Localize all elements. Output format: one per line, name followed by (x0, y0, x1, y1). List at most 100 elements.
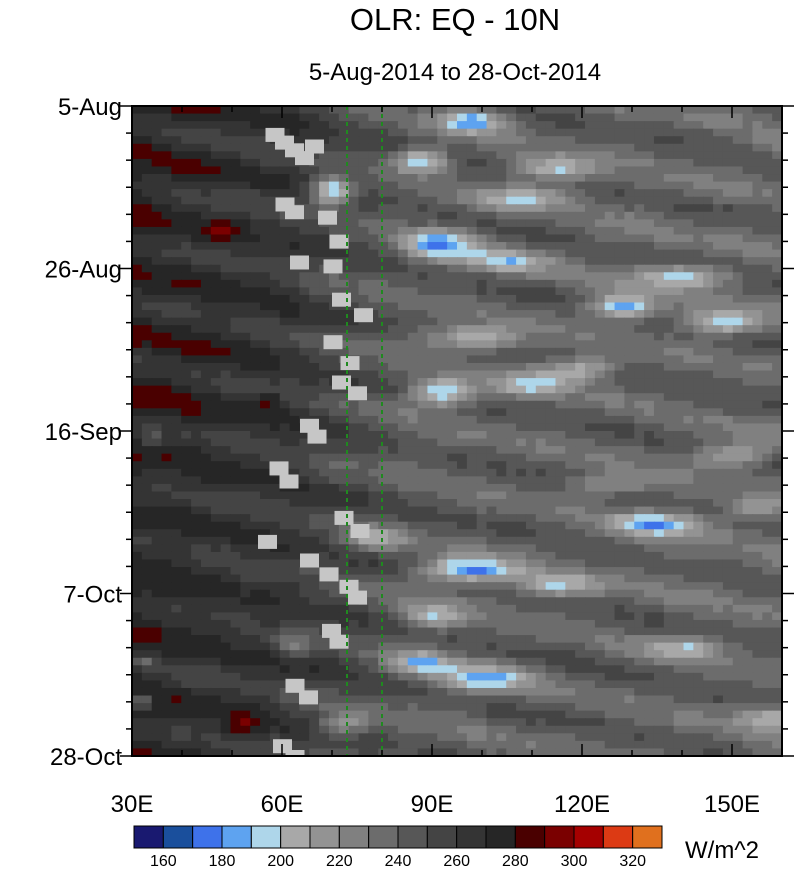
olr-cell (516, 514, 527, 523)
olr-cell (358, 151, 369, 160)
olr-cell (604, 627, 616, 636)
olr-cell (604, 468, 616, 477)
olr-cell (220, 468, 232, 477)
olr-cell (752, 189, 763, 198)
olr-cell (545, 325, 557, 334)
olr-cell (565, 189, 576, 198)
olr-cell (663, 423, 675, 432)
olr-cell (722, 362, 734, 372)
olr-cell (220, 174, 232, 183)
olr-cell (309, 468, 320, 477)
olr-cell (673, 340, 685, 349)
olr-cell (634, 196, 645, 205)
olr-cell (269, 189, 281, 198)
olr-cell (585, 635, 596, 644)
olr-cell (250, 544, 261, 553)
olr-cell (437, 151, 448, 160)
olr-cell (368, 483, 379, 493)
olr-cell (653, 249, 665, 258)
olr-cell (506, 415, 517, 425)
olr-cell (250, 287, 261, 296)
olr-cell (516, 589, 527, 598)
olr-cell (575, 400, 586, 409)
olr-cell (171, 106, 182, 115)
olr-cell (230, 529, 241, 538)
olr-cell (506, 514, 517, 523)
olr-cell (358, 423, 369, 432)
olr-cell (191, 589, 202, 598)
olr-cell (407, 362, 419, 372)
olr-cell (703, 347, 714, 357)
olr-cell (230, 567, 241, 576)
olr-cell (525, 499, 537, 508)
olr-cell (545, 234, 557, 243)
olr-cell (397, 189, 409, 198)
olr-cell (525, 166, 537, 175)
olr-cell (614, 204, 626, 213)
olr-cell (703, 514, 714, 523)
olr-cell (772, 264, 782, 273)
olr-cell (555, 204, 566, 213)
olr-cell (594, 665, 606, 674)
olr-cell (594, 166, 606, 175)
olr-cell (289, 332, 301, 341)
olr-cell (407, 468, 419, 477)
olr-cell (713, 106, 724, 115)
olr-cell (348, 226, 360, 236)
olr-cell (673, 166, 685, 175)
olr-cell (457, 415, 468, 425)
olr-cell (525, 362, 537, 372)
olr-cell (289, 574, 301, 583)
olr-cell (260, 257, 271, 266)
olr-cell (476, 582, 488, 591)
olr-cell (269, 174, 281, 183)
olr-cell (703, 574, 714, 583)
olr-cell (220, 143, 232, 152)
olr-cell (378, 415, 389, 425)
olr-cell (565, 574, 576, 583)
olr-cell (565, 536, 576, 545)
olr-cell (151, 378, 163, 387)
olr-cell (457, 431, 468, 440)
olr-cell (476, 136, 488, 145)
olr-cell (604, 355, 616, 364)
olr-cell (388, 234, 399, 243)
olr-cell (673, 113, 685, 122)
olr-cell (328, 612, 340, 621)
olr-cell (328, 672, 340, 682)
olr-cell (220, 181, 232, 190)
olr-cell (683, 287, 694, 296)
olr-cell (752, 665, 763, 674)
olr-cell (191, 121, 202, 130)
olr-cell (634, 264, 645, 273)
olr-cell (594, 257, 606, 266)
olr-cell (447, 257, 458, 266)
olr-cell (693, 219, 704, 228)
olr-cell (604, 347, 616, 357)
olr-cell (417, 476, 429, 485)
olr-cell (496, 589, 507, 598)
olr-cell (486, 393, 497, 402)
olr-cell (358, 106, 369, 115)
olr-cell (722, 506, 734, 515)
olr-cell (516, 317, 527, 326)
olr-cell (457, 302, 468, 311)
olr-cell (437, 158, 448, 168)
olr-cell (732, 211, 744, 220)
olr-cell (328, 106, 340, 115)
olr-cell (693, 453, 704, 462)
olr-cell (338, 226, 350, 236)
olr-cell (161, 536, 172, 545)
olr-cell (309, 106, 320, 115)
olr-cell (368, 340, 379, 349)
olr-cell (604, 567, 616, 576)
olr-cell (703, 582, 714, 591)
olr-cell (348, 431, 360, 440)
olr-cell (132, 242, 143, 251)
olr-cell (663, 158, 675, 168)
olr-cell (250, 461, 261, 470)
olr-cell (191, 423, 202, 432)
olr-cell (644, 279, 655, 288)
olr-cell (368, 567, 379, 576)
olr-cell (486, 551, 497, 561)
